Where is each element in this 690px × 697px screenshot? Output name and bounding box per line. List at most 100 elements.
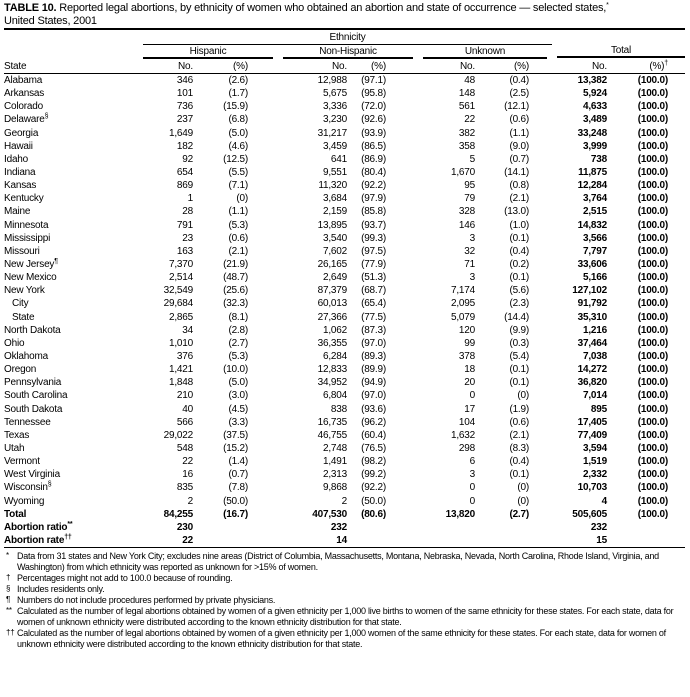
cell-hispanic-pct: (6.8) — [196, 113, 278, 126]
cell-text: 12,988 — [317, 75, 348, 87]
cell-hispanic-pct: (1.4) — [196, 455, 278, 468]
cell-unknown-no: 99 — [418, 337, 478, 350]
cell-unknown-pct: (0) — [478, 389, 552, 402]
cell-text: 6 — [469, 456, 476, 468]
cell-nonhispanic-no: 31,217 — [278, 127, 350, 140]
cell-hispanic-pct: (2.1) — [196, 245, 278, 258]
cell-unknown-pct: (5.6) — [478, 284, 552, 297]
cell-hispanic-pct: (7.8) — [196, 481, 278, 494]
cell-unknown-pct — [478, 521, 552, 534]
cell-text: 148 — [458, 88, 475, 100]
cell-hispanic-no: 346 — [143, 74, 196, 88]
cell-text: (100.0) — [637, 298, 668, 310]
cell-text: (100.0) — [637, 232, 668, 244]
cell-state: Delaware§ — [4, 113, 143, 126]
cell-text: (48.7) — [223, 272, 248, 284]
table-row: North Dakota 34 (2.8) 1,062 (87.3) 120 (9.9) 1,… — [4, 324, 685, 337]
cell-text: 2,649 — [322, 272, 347, 284]
cell-total-pct: (100.0) — [610, 337, 685, 350]
cell-text: (5.0) — [228, 127, 248, 139]
cell-nonhispanic-no: 2,649 — [278, 271, 350, 284]
cell-text: (100.0) — [637, 377, 668, 389]
cell-total-pct: (100.0) — [610, 403, 685, 416]
footnote-text: Data from 31 states and New York City; e… — [17, 551, 659, 573]
table-row: Hawaii 182 (4.6) 3,459 (86.5) 358 (9.0) 3,999 (1… — [4, 140, 685, 153]
cell-hispanic-no: 1 — [143, 192, 196, 205]
cell-total-no: 895 — [552, 403, 610, 416]
table-row: Indiana 654 (5.5) 9,551 (80.4) 1,670 (14.1) 11,… — [4, 166, 685, 179]
cell-hispanic-pct — [196, 521, 278, 534]
cell-hispanic-no: 40 — [143, 403, 196, 416]
table-body: Alabama 346 (2.6) 12,988 (97.1) 48 (0.4) 13,382… — [4, 74, 685, 548]
cell-hispanic-no: 1,649 — [143, 127, 196, 140]
cell-nonhispanic-no: 36,355 — [278, 337, 350, 350]
cell-text: (100.0) — [637, 508, 668, 520]
cell-unknown-pct: (0.3) — [478, 337, 552, 350]
cell-text: 12,833 — [317, 364, 348, 376]
cell-text: 561 — [458, 101, 475, 113]
cell-state: West Virginia — [4, 468, 143, 481]
cell-unknown-no: 1,632 — [418, 429, 478, 442]
cell-text: 4 — [601, 495, 608, 507]
cell-text: 3 — [469, 469, 476, 481]
cell-text: 3,489 — [582, 114, 607, 126]
cell-text: Kansas — [4, 180, 37, 192]
cell-text: 3 — [469, 272, 476, 284]
cell-hispanic-no: 1,848 — [143, 376, 196, 389]
cell-total-no: 232 — [552, 521, 610, 534]
cell-state: New Mexico — [4, 271, 143, 284]
cell-text: Colorado — [4, 101, 43, 113]
cell-unknown-no: 3 — [418, 271, 478, 284]
cell-text: (100.0) — [637, 101, 668, 113]
cell-nonhispanic-no: 12,833 — [278, 363, 350, 376]
cell-text: (96.2) — [361, 416, 386, 428]
cell-nonhispanic-pct: (89.9) — [350, 363, 418, 376]
cell-text: 378 — [458, 351, 475, 363]
cell-unknown-pct: (2.5) — [478, 87, 552, 100]
cell-total-no: 1,216 — [552, 324, 610, 337]
cell-text: (92.2) — [361, 482, 386, 494]
table-row: Kentucky 1 (0) 3,684 (97.9) 79 (2.1) 3,764 (100.… — [4, 192, 685, 205]
cell-unknown-pct: (1.1) — [478, 127, 552, 140]
table-row: Maine 28 (1.1) 2,159 (85.8) 328 (13.0) 2,515 (10… — [4, 205, 685, 218]
cell-text: (87.3) — [361, 324, 386, 336]
footnote-mark: § — [6, 584, 11, 594]
cell-state: Kentucky — [4, 192, 143, 205]
group-header-row: Hispanic Non-Hispanic Unknown Total — [4, 45, 685, 60]
table-row: Colorado 736 (15.9) 3,336 (72.0) 561 (12.1) 4,6… — [4, 100, 685, 113]
cell-total-no: 505,605 — [552, 508, 610, 521]
cell-total-no: 1,519 — [552, 455, 610, 468]
column-header-row: State No. (%) No. (%) No. (%) No. (%)† — [4, 59, 685, 74]
footnote-text: Calculated as the number of legal aborti… — [17, 628, 666, 650]
cell-text: 5,166 — [582, 272, 607, 284]
cell-text: 20 — [464, 377, 475, 389]
cell-text: (100.0) — [637, 482, 668, 494]
cell-text: 29,684 — [163, 298, 194, 310]
cell-nonhispanic-no: 6,284 — [278, 350, 350, 363]
cell-text: 2,159 — [322, 206, 347, 218]
cell-text: 1,632 — [450, 429, 475, 441]
cell-text: (0.6) — [228, 232, 248, 244]
cell-total-pct: (100.0) — [610, 179, 685, 192]
cell-text: (5.4) — [509, 351, 529, 363]
cell-text: (0.4) — [509, 456, 529, 468]
cell-state: Abortion rate†† — [4, 534, 143, 547]
table-row: Alabama 346 (2.6) 12,988 (97.1) 48 (0.4) 13,382… — [4, 74, 685, 88]
cell-text: 92 — [182, 153, 193, 165]
cell-text: (13.0) — [504, 206, 529, 218]
cell-total-pct: (100.0) — [610, 324, 685, 337]
summary-row: Abortion ratio** 230 232 232 — [4, 521, 685, 534]
cell-state: Colorado — [4, 100, 143, 113]
cell-text: (97.1) — [361, 75, 386, 87]
cell-total-pct: (100.0) — [610, 166, 685, 179]
cell-text: (15.9) — [223, 101, 248, 113]
ethnicity-header-row: Ethnicity — [4, 29, 685, 45]
cell-hispanic-no: 34 — [143, 324, 196, 337]
document: TABLE 10. Reported legal abortions, by e… — [4, 2, 685, 650]
cell-text: (100.0) — [637, 140, 668, 152]
cell-text: 35,310 — [577, 311, 608, 323]
cell-text: 16,735 — [317, 416, 348, 428]
cell-text: (100.0) — [637, 114, 668, 126]
cell-nonhispanic-pct: (97.9) — [350, 192, 418, 205]
cell-text: (76.5) — [361, 443, 386, 454]
